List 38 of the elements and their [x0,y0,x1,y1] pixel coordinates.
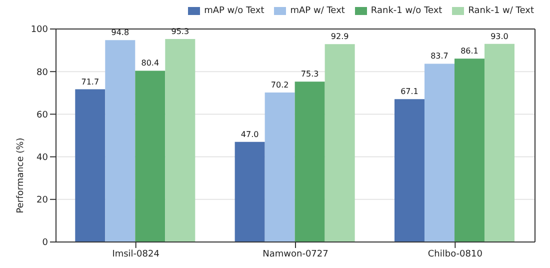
x-tick-label: Imsil-0824 [112,249,160,260]
data-label: 80.4 [141,58,160,68]
y-tick-label: 0 [42,238,48,248]
bar [75,89,106,242]
data-label: 92.9 [330,32,349,42]
bar [264,92,295,242]
y-tick-label: 80 [36,68,48,78]
legend-label: mAP w/ Text [289,6,345,16]
y-tick-label: 100 [30,25,48,36]
data-label: 70.2 [270,80,289,90]
bar [105,40,136,242]
bar [234,142,265,242]
data-label: 67.1 [400,87,418,96]
data-label: 86.1 [460,46,478,56]
y-tick-label: 60 [36,110,48,120]
bar [135,70,166,242]
data-label: 95.3 [171,27,190,36]
bar [165,39,196,242]
bar [324,44,355,242]
data-label: 47.0 [240,130,259,139]
x-tick-label: Chilbo-0810 [428,249,483,260]
bar [394,99,424,242]
y-axis-title: Performance (%) [16,138,26,214]
data-label: 93.0 [490,32,508,41]
data-label: 71.7 [81,77,100,86]
legend-label: Rank-1 w/ Text [467,6,534,16]
bar [294,82,325,242]
y-tick-label: 20 [36,196,48,206]
bar [424,64,454,242]
y-tick-label: 40 [36,152,48,163]
bar [454,58,484,242]
bar [484,44,514,242]
data-label: 75.3 [300,70,319,79]
legend-label: mAP w/o Text [203,6,264,16]
x-tick-label: Namwon-0727 [262,249,328,260]
data-label: 94.8 [111,28,130,38]
data-label: 83.7 [430,52,448,61]
legend-label: Rank-1 w/o Text [370,6,442,16]
